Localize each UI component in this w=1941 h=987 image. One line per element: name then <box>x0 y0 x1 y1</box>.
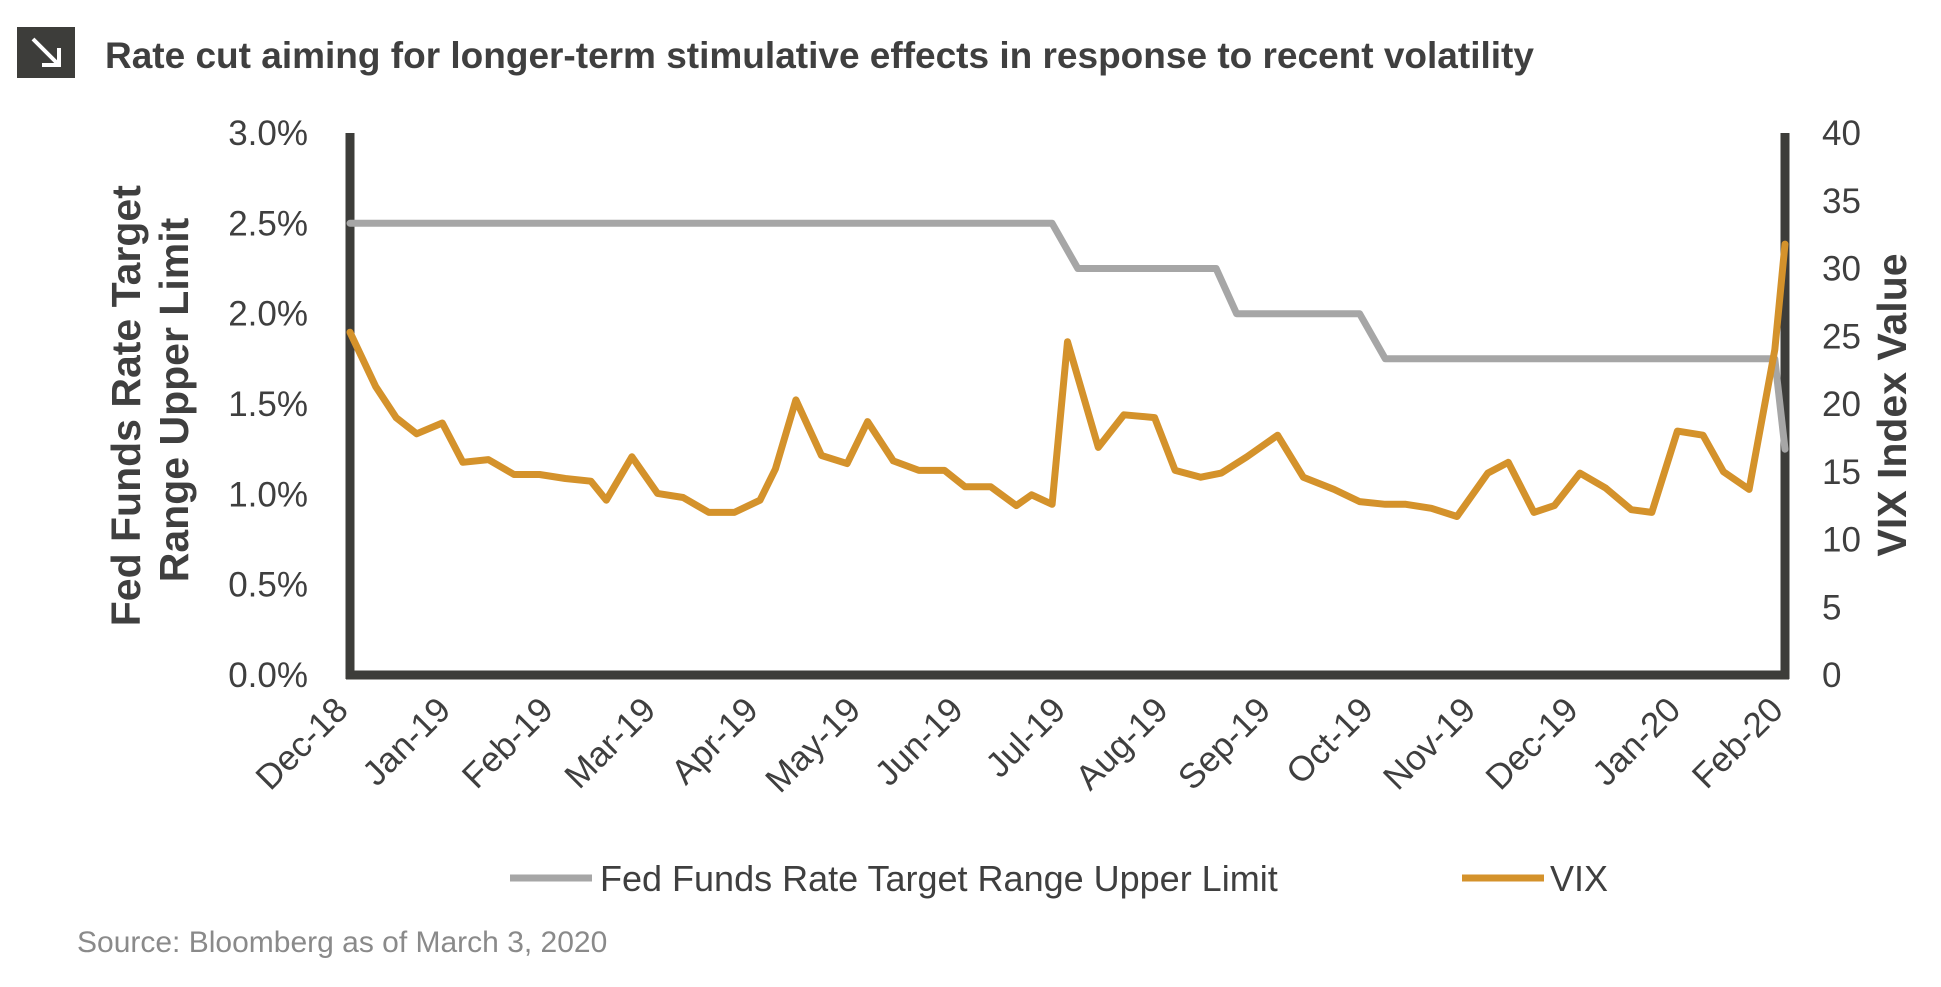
y-left-label-line-2: Range Upper Limit <box>151 217 197 582</box>
x-tick-label: Oct-19 <box>1279 690 1381 792</box>
y-right-tick-label: 35 <box>1822 182 1861 221</box>
x-tick-label: Feb-20 <box>1685 690 1791 796</box>
x-tick-label: Dec-18 <box>248 690 355 797</box>
y-left-tick-label: 1.5% <box>228 385 308 424</box>
y-left-tick-label: 2.5% <box>228 204 308 243</box>
x-tick-label: Dec-19 <box>1478 690 1585 797</box>
y-right-tick-label: 0 <box>1822 656 1841 695</box>
x-tick-label: Jan-20 <box>1585 690 1688 793</box>
axes <box>345 133 1790 680</box>
vix-line <box>346 240 1789 520</box>
y-left-tick-label: 2.0% <box>228 295 308 334</box>
chart-title: Rate cut aiming for longer-term stimulat… <box>105 35 1534 76</box>
y-right-label: VIX Index Value <box>1869 253 1915 556</box>
y-right-tick-label: 10 <box>1822 521 1861 560</box>
y-right-tick-label: 40 <box>1822 114 1861 153</box>
x-tick-label: May-19 <box>758 690 868 800</box>
y-right-tick-label: 5 <box>1822 588 1841 627</box>
x-tick-label: Nov-19 <box>1376 690 1483 797</box>
x-tick-label: Feb-19 <box>455 690 561 796</box>
legend-fed-label: Fed Funds Rate Target Range Upper Limit <box>600 858 1278 899</box>
y-left-label-line-1: Fed Funds Rate Target <box>103 185 149 627</box>
x-tick-label: Jun-19 <box>867 690 970 793</box>
y-left-label: Fed Funds Rate Target Range Upper Limit <box>103 174 197 627</box>
x-tick-label: Mar-19 <box>557 690 663 796</box>
y-left-tick-label: 3.0% <box>228 114 308 153</box>
source-note: Source: Bloomberg as of March 3, 2020 <box>77 926 607 959</box>
y-right-tick-label: 25 <box>1822 317 1861 356</box>
y-left-tick-label: 0.0% <box>228 656 308 695</box>
x-tick-label: Jan-19 <box>355 690 458 793</box>
y-left-tick-label: 0.5% <box>228 566 308 605</box>
title-icon-box <box>17 27 75 78</box>
legend: Fed Funds Rate Target Range Upper Limit … <box>510 858 1608 899</box>
x-tick-label: Aug-19 <box>1068 690 1175 797</box>
y-left-tick-label: 1.0% <box>228 475 308 514</box>
legend-vix-label: VIX <box>1550 858 1608 899</box>
y-right-tick-label: 30 <box>1822 250 1861 289</box>
y-right-tick-label: 20 <box>1822 385 1861 424</box>
fed-funds-rate-line <box>346 219 1789 453</box>
y-right-tick-label: 15 <box>1822 453 1861 492</box>
series-layer <box>346 219 1789 520</box>
y-right-ticks: 0 5 10 15 20 25 30 35 40 <box>1822 114 1861 695</box>
x-tick-label: Apr-19 <box>664 690 766 792</box>
x-tick-label: Jul-19 <box>978 690 1073 785</box>
x-tick-label: Sep-19 <box>1171 690 1278 797</box>
y-left-ticks: 0.0% 0.5% 1.0% 1.5% 2.0% 2.5% 3.0% <box>228 114 308 695</box>
